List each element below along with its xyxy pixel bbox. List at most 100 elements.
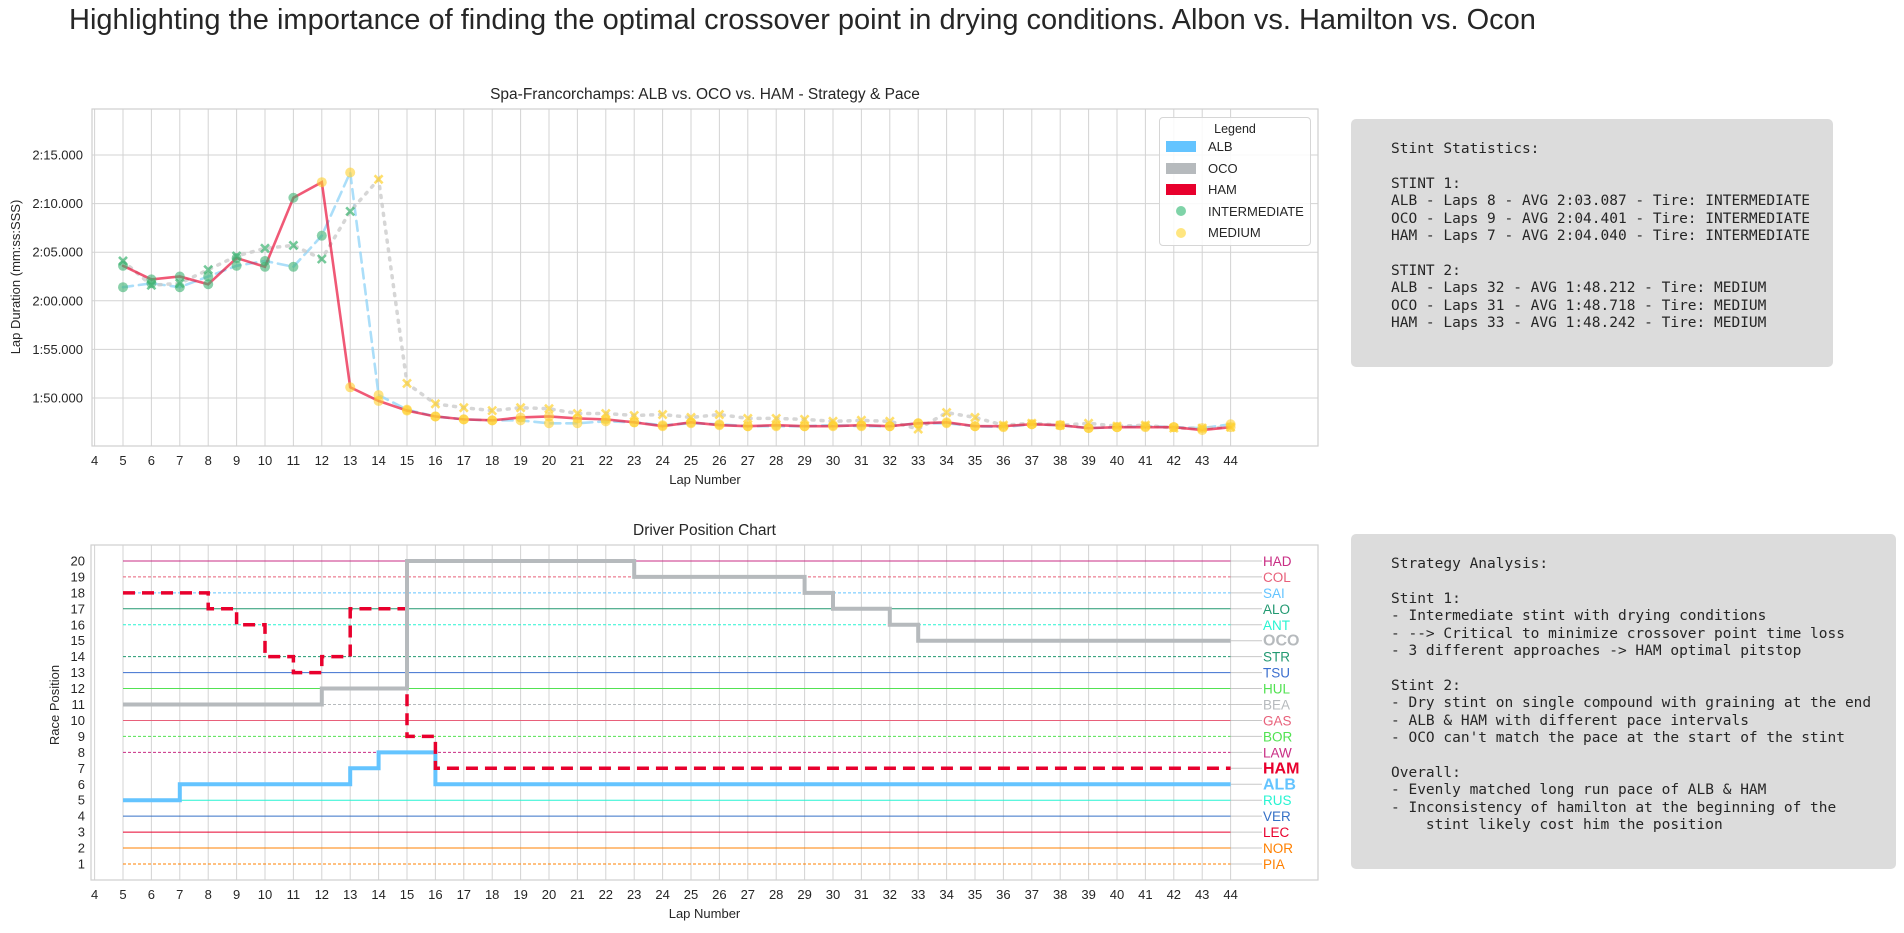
- x-tick-label: 24: [655, 887, 669, 902]
- driver-label-law: LAW: [1263, 745, 1292, 760]
- x-tick-label: 30: [826, 887, 840, 902]
- driver-label-hul: HUL: [1263, 682, 1290, 697]
- x-tick-label: 8: [205, 453, 212, 468]
- x-tick-label: 28: [769, 887, 783, 902]
- driver-label-alo: ALO: [1263, 602, 1290, 617]
- lap-point-ham: [458, 414, 469, 425]
- x-tick-label: 18: [485, 453, 499, 468]
- position-line-oco: [123, 558, 1231, 707]
- lap-time-line-oco: [121, 175, 1233, 431]
- x-tick-label: 4: [91, 453, 98, 468]
- driver-label-str: STR: [1263, 650, 1290, 665]
- x-tick-label: 8: [205, 887, 212, 902]
- x-tick-label: 21: [570, 453, 584, 468]
- x-tick-label: 23: [627, 453, 641, 468]
- stats_box-line: HAM - Laps 7 - AVG 2:04.040 - Tire: INTE…: [1391, 228, 1811, 245]
- x-tick-label: 38: [1053, 887, 1067, 902]
- x-tick-label: 31: [854, 453, 868, 468]
- x-tick-label: 36: [996, 453, 1010, 468]
- lap-point-ham: [828, 421, 838, 432]
- lap-point-oco: [260, 243, 270, 254]
- x-tick-label: 18: [485, 887, 499, 902]
- analysis_box-line: Stint 2:: [1391, 677, 1461, 694]
- lap-point-oco: [288, 240, 299, 251]
- lap-point-oco: [657, 409, 668, 420]
- analysis-heading: Strategy Analysis:: [1391, 556, 1549, 572]
- driver-label-nor: NOR: [1263, 841, 1293, 856]
- analysis_box-line: Overall:: [1391, 764, 1461, 781]
- y-tick-label: 2:15.000: [32, 148, 83, 163]
- driver-label-oco: OCO: [1263, 633, 1299, 650]
- x-tick-label: 29: [797, 887, 811, 902]
- x-tick-label: 19: [513, 887, 527, 902]
- y-tick-label: 2: [78, 841, 85, 856]
- stats_box-line: [1391, 158, 1833, 175]
- x-tick-label: 30: [826, 453, 840, 468]
- y-tick-label: 9: [78, 729, 85, 744]
- lap-point-ham: [231, 253, 242, 264]
- x-tick-label: 34: [939, 887, 953, 902]
- driver-label-tsu: TSU: [1263, 666, 1290, 681]
- lap-point-ham: [941, 417, 952, 428]
- stats_box-line: STINT 1:: [1391, 175, 1461, 192]
- x-tick-label: 7: [176, 453, 183, 468]
- lap-point-ham: [1225, 422, 1236, 433]
- x-tick-label: 40: [1110, 887, 1124, 902]
- x-tick-label: 7: [176, 887, 183, 902]
- driver-label-rus: RUS: [1263, 793, 1292, 808]
- driver-label-gas: GAS: [1263, 713, 1292, 728]
- analysis_box-line: [1391, 660, 1896, 677]
- lap-point-ham: [998, 421, 1009, 432]
- lap-point-oco: [345, 206, 356, 217]
- legend-label: INTERMEDIATE: [1208, 203, 1304, 219]
- driver-label-ver: VER: [1263, 809, 1291, 824]
- x-tick-label: 16: [428, 887, 442, 902]
- lap-point-oco: [316, 254, 327, 264]
- x-tick-label: 34: [939, 453, 953, 468]
- x-tick-label: 15: [400, 887, 414, 902]
- x-tick-label: 26: [712, 453, 726, 468]
- x-tick-label: 32: [883, 887, 897, 902]
- x-tick-label: 43: [1195, 887, 1209, 902]
- driver-label-had: HAD: [1263, 554, 1292, 569]
- y-tick-label: 15: [71, 633, 85, 648]
- y-tick-label: 16: [71, 617, 85, 632]
- lap-point-oco: [373, 174, 384, 185]
- x-tick-label: 5: [119, 887, 126, 902]
- oco-swatch: [1166, 162, 1196, 174]
- x-tick-label: 13: [343, 453, 357, 468]
- y-tick-label: 13: [71, 665, 85, 680]
- x-tick-label: 24: [655, 453, 669, 468]
- x-tick-label: 39: [1081, 453, 1095, 468]
- x-tick-label: 39: [1081, 887, 1095, 902]
- medium-marker-icon: [1176, 227, 1186, 238]
- stats_box-line: HAM - Laps 33 - AVG 1:48.242 - Tire: MED…: [1391, 315, 1767, 332]
- y-tick-label: 17: [71, 601, 85, 616]
- stint-statistics-box: Stint Statistics: STINT 1: ALB - Laps 8 -…: [1351, 119, 1833, 367]
- lap-point-ham: [544, 411, 554, 422]
- x-tick-label: 33: [911, 453, 925, 468]
- lap-point-ham: [1083, 423, 1094, 434]
- y-tick-label: 7: [78, 761, 85, 776]
- lap-point-ham: [714, 420, 725, 431]
- lap-point-ham: [430, 411, 441, 422]
- analysis_box-line: - Evenly matched long run pace of ALB & …: [1391, 782, 1767, 799]
- lap-point-ham: [970, 421, 980, 432]
- y-tick-label: 1:50.000: [32, 391, 83, 406]
- y-axis-label: Race Position: [47, 665, 62, 745]
- lap-point-oco: [487, 405, 498, 416]
- lap-point-ham: [771, 420, 782, 431]
- lap-point-alb: [231, 260, 242, 271]
- legend-entry-alb: ALB: [1160, 136, 1310, 158]
- lap-point-ham: [572, 413, 583, 424]
- lap-point-alb: [288, 261, 299, 272]
- x-tick-label: 25: [684, 887, 698, 902]
- lap-point-ham: [913, 418, 924, 429]
- x-tick-label: 44: [1223, 887, 1237, 902]
- driver-label-ant: ANT: [1263, 618, 1290, 633]
- stats_box-line: ALB - Laps 8 - AVG 2:03.087 - Tire: INTE…: [1391, 193, 1811, 210]
- x-tick-label: 11: [287, 887, 301, 902]
- y-tick-label: 4: [78, 809, 85, 824]
- x-tick-label: 20: [542, 453, 556, 468]
